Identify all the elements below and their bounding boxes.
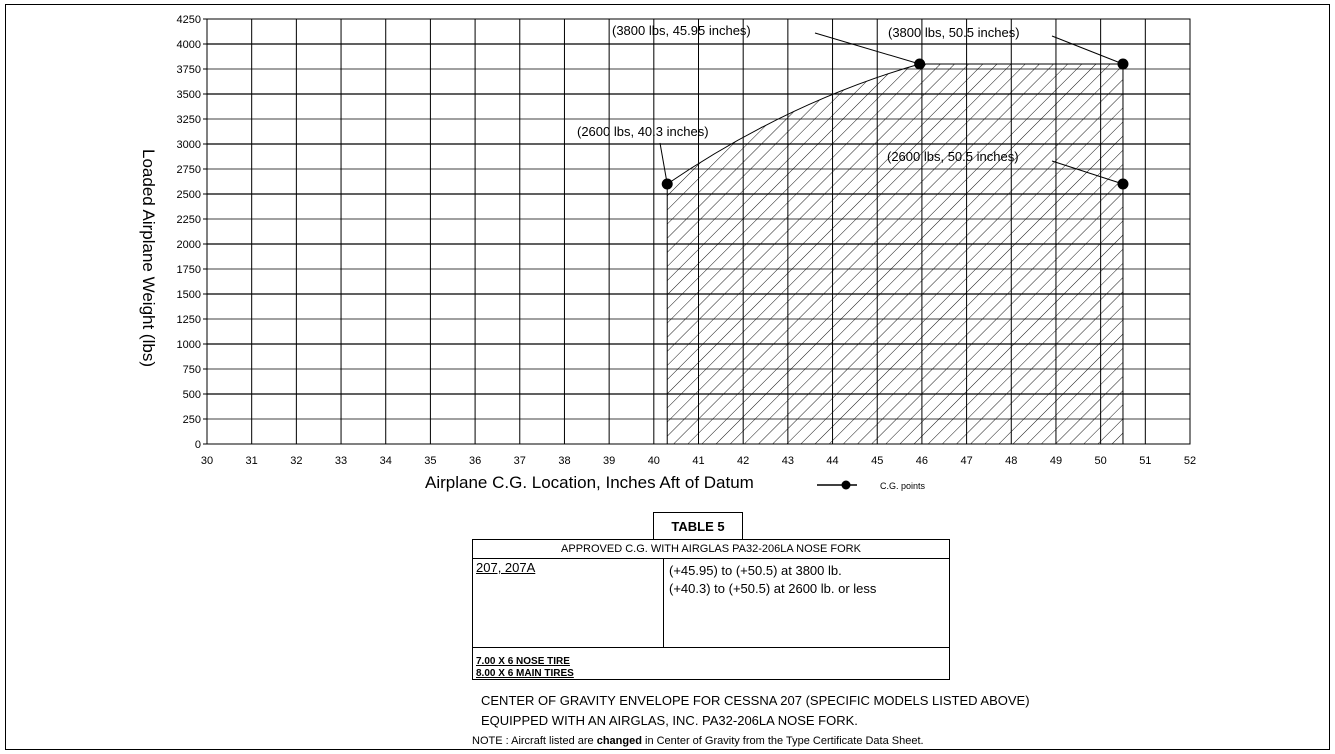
x-tick-label: 52 [1184,455,1196,467]
legend-label: C.G. points [880,481,926,491]
y-tick-label: 1500 [177,289,201,301]
y-tick-label: 2000 [177,239,201,251]
cg-point [1117,178,1129,190]
annotation-leader [814,32,920,65]
nose-tire: 7.00 X 6 NOSE TIRE [476,656,570,667]
y-tick-label: 750 [183,364,201,376]
y-tick-label: 3750 [177,64,201,76]
x-tick-label: 44 [826,455,838,467]
point-annotation: (2600 lbs, 50.5 inches) [887,149,1019,164]
annotation-leader [1051,160,1124,185]
table-divider [663,559,664,647]
x-tick-label: 43 [782,455,794,467]
x-tick-label: 34 [380,455,392,467]
x-tick-label: 30 [201,455,213,467]
y-tick-label: 1750 [177,264,201,276]
point-annotation: (3800 lbs, 50.5 inches) [888,25,1020,40]
y-tick-label: 2750 [177,164,201,176]
cg-point [661,178,673,190]
x-tick-label: 47 [960,455,972,467]
x-tick-label: 39 [603,455,615,467]
limit-line-2: (+40.3) to (+50.5) at 2600 lb. or less [669,581,877,596]
table-row: 207, 207A (+45.95) to (+50.5) at 3800 lb… [473,559,949,648]
y-tick-label: 250 [183,414,201,426]
cg-point [1117,58,1129,70]
y-tick-label: 500 [183,389,201,401]
y-tick-label: 3000 [177,139,201,151]
main-tires: 8.00 X 6 MAIN TIRES [476,668,574,679]
caption-line-1: CENTER OF GRAVITY ENVELOPE FOR CESSNA 20… [481,693,1030,708]
y-tick-label: 3250 [177,114,201,126]
x-tick-label: 33 [335,455,347,467]
y-axis-title: Loaded Airplane Weight (lbs) [139,149,158,367]
annotation-leader [1051,35,1124,65]
cg-envelope-area [666,63,1124,445]
axis-ticks: 0 250 500 750 1000 1250 1500 1750 2000 2250 2500 27… [177,14,1197,467]
tire-info: 7.00 X 6 NOSE TIRE 8.00 X 6 MAIN TIRES [476,656,574,680]
note-emphasis: changed [596,735,642,747]
y-tick-label: 4000 [177,39,201,51]
cg-table: APPROVED C.G. WITH AIRGLAS PA32-206LA NO… [472,539,950,680]
x-tick-label: 46 [916,455,928,467]
x-tick-label: 45 [871,455,883,467]
y-tick-label: 1000 [177,339,201,351]
table-models: 207, 207A [476,560,536,575]
note-suffix: in Center of Gravity from the Type Certi… [641,735,924,747]
legend-marker [841,480,851,490]
point-annotation: (2600 lbs, 40.3 inches) [577,124,709,139]
x-tick-label: 50 [1095,455,1107,467]
y-tick-label: 3500 [177,89,201,101]
table-header: APPROVED C.G. WITH AIRGLAS PA32-206LA NO… [473,540,949,559]
cg-envelope-chart: 0 250 500 750 1000 1250 1500 1750 2000 2250 2500 27… [139,14,1197,492]
y-tick-label: 4250 [177,14,201,26]
caption-line-2: EQUIPPED WITH AN AIRGLAS, INC. PA32-206L… [481,713,858,728]
figure-frame [5,4,1330,750]
annotation-leader [659,142,668,185]
note: NOTE : Aircraft listed are changed in Ce… [472,735,924,747]
y-tick-label: 2250 [177,214,201,226]
y-tick-label: 1250 [177,314,201,326]
cg-points: (3800 lbs, 45.95 inches) (3800 lbs, 50.5 … [577,23,1129,190]
note-prefix: NOTE : Aircraft listed are [472,735,597,747]
x-tick-label: 42 [737,455,749,467]
point-annotation: (3800 lbs, 45.95 inches) [612,23,751,38]
table-caption: TABLE 5 [653,512,743,539]
cg-point [914,58,926,70]
x-tick-label: 38 [558,455,570,467]
x-tick-label: 31 [246,455,258,467]
x-tick-label: 41 [692,455,704,467]
x-tick-label: 32 [290,455,302,467]
x-tick-label: 48 [1005,455,1017,467]
y-tick-label: 2500 [177,189,201,201]
x-tick-label: 37 [514,455,526,467]
table-limits: (+45.95) to (+50.5) at 3800 lb. (+40.3) … [669,562,876,598]
limit-line-1: (+45.95) to (+50.5) at 3800 lb. [669,563,842,578]
y-tick-label: 0 [195,439,201,451]
x-tick-label: 35 [424,455,436,467]
x-tick-label: 49 [1050,455,1062,467]
x-tick-label: 40 [648,455,660,467]
x-tick-label: 36 [469,455,481,467]
x-tick-label: 51 [1139,455,1151,467]
legend: C.G. points [817,480,926,491]
x-axis-title: Airplane C.G. Location, Inches Aft of Da… [425,473,754,492]
